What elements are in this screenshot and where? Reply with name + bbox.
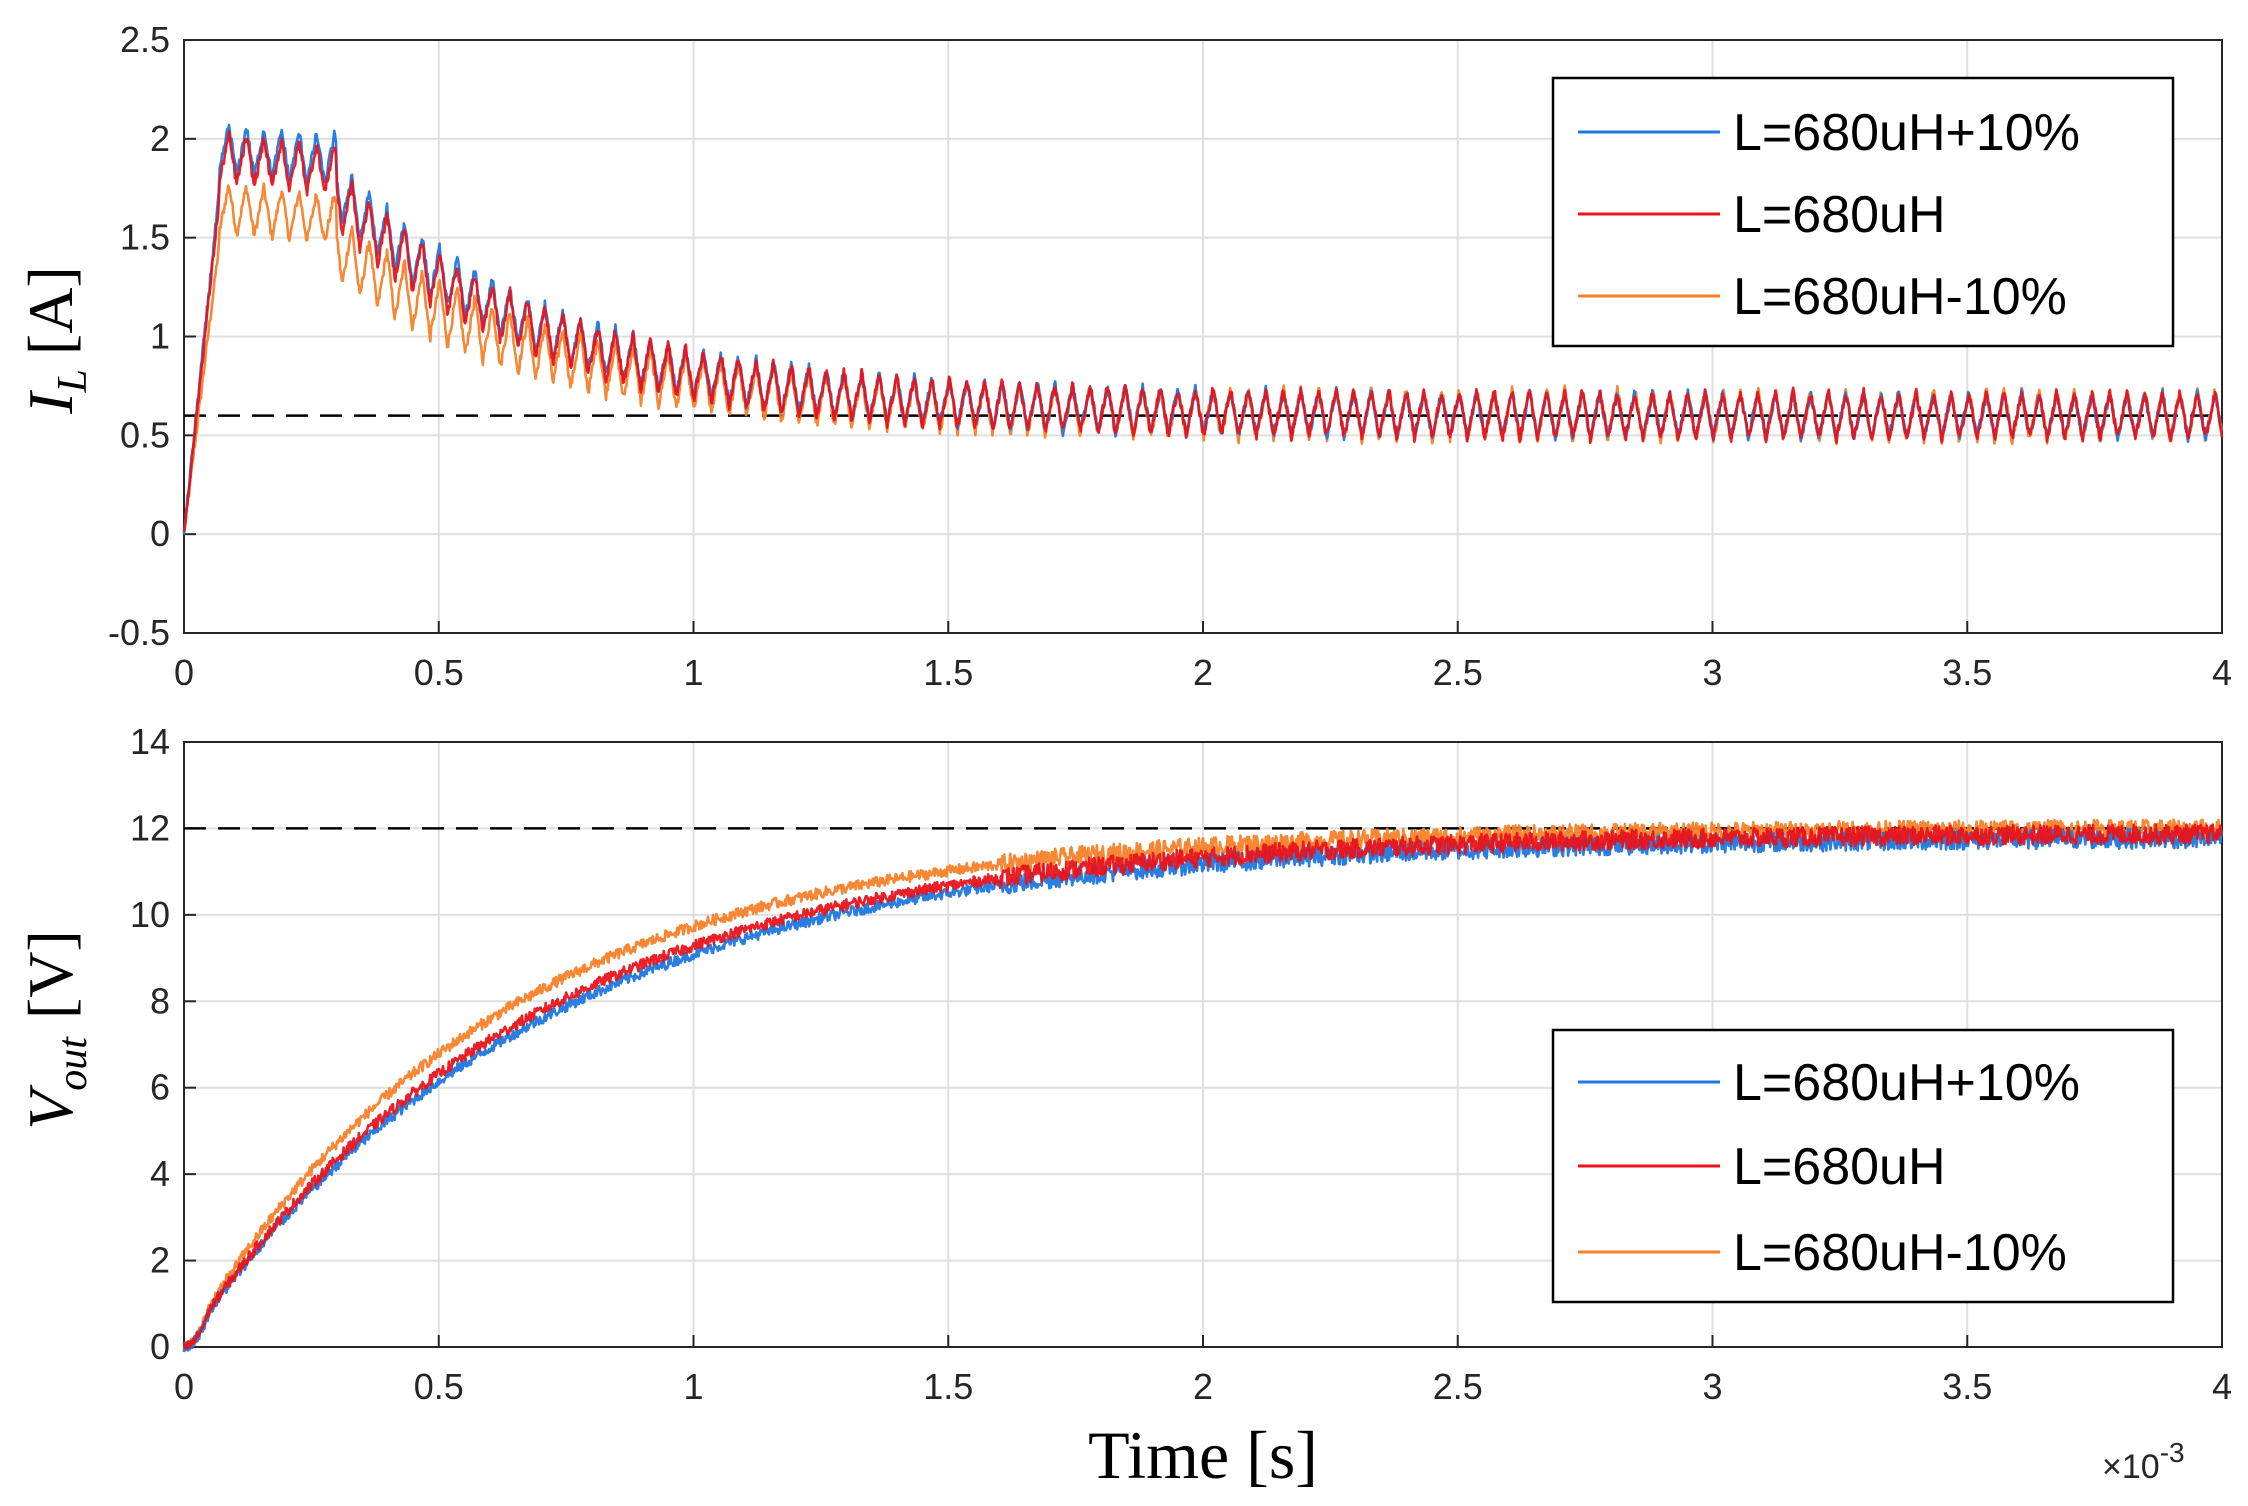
current-xtick-label-7: 3.5 (1942, 652, 1992, 693)
current-xtick-label-5: 2.5 (1433, 652, 1483, 693)
voltage-xtick-label-5: 2.5 (1433, 1366, 1483, 1407)
x-exponent-power: -3 (2160, 1437, 2185, 1468)
voltage-xtick-label-0: 0 (174, 1366, 194, 1407)
voltage-ytick-label-0: 0 (150, 1326, 170, 1367)
voltage-ytick-label-2: 4 (150, 1153, 170, 1194)
current-axes-box (183, 39, 2223, 634)
current-xtick-label-6: 3 (1702, 652, 1722, 693)
voltage-axis-label: Vout [V] (15, 930, 96, 1130)
voltage-legend-label-minus10: L=680uH-10% (1733, 1224, 2067, 1282)
current-series (182, 123, 2224, 535)
current-xtick-label-3: 1.5 (923, 652, 973, 693)
voltage-axes-box (183, 741, 2223, 1348)
current-legend: L=680uH+10% L=680uH L=680uH-10% (1551, 76, 2175, 348)
voltage-ytick-label-6: 12 (130, 807, 170, 848)
current-ytick-label-2: 0.5 (120, 414, 170, 455)
voltage-legend: L=680uH+10% L=680uH L=680uH-10% (1551, 1028, 2175, 1304)
x-axis-label: Time [s] (1088, 1417, 1318, 1493)
current-xtick-label-1: 0.5 (414, 652, 464, 693)
current-legend-label-plus10: L=680uH+10% (1733, 104, 2080, 162)
current-ytick-label-0: -0.5 (108, 612, 170, 653)
current-plot: 0 0.5 1 1.5 2 2.5 3 3.5 4-0.500.511.522.5 IL[A] … (15, 19, 2232, 693)
voltage-ytick-label-3: 6 (150, 1067, 170, 1108)
voltage-xtick-label-2: 1 (683, 1366, 703, 1407)
voltage-ytick-label-4: 8 (150, 980, 170, 1021)
current-xtick-label-4: 2 (1193, 652, 1213, 693)
voltage-series-line-1 (182, 823, 2223, 1350)
x-exponent-base: ×10 (2102, 1448, 2160, 1486)
current-axis-label: IL [A] (15, 266, 96, 415)
voltage-xtick-label-3: 1.5 (923, 1366, 973, 1407)
voltage-xtick-label-8: 4 (2212, 1366, 2232, 1407)
voltage-legend-label-nominal: L=680uH (1733, 1138, 1946, 1196)
current-legend-label-minus10: L=680uH-10% (1733, 268, 2067, 326)
voltage-legend-label-plus10: L=680uH+10% (1733, 1054, 2080, 1112)
current-ylabel-unit: [A] (15, 266, 86, 355)
current-ytick-label-6: 2.5 (120, 19, 170, 60)
voltage-xtick-label-1: 0.5 (414, 1366, 464, 1407)
current-xtick-label-0: 0 (174, 652, 194, 693)
current-ylabel-sub: L (50, 369, 96, 393)
voltage-xtick-label-4: 2 (1193, 1366, 1213, 1407)
current-legend-box (1551, 76, 2175, 348)
voltage-series-line-2 (182, 818, 2223, 1350)
voltage-tick-labels: 0 0.5 1 1.5 2 2.5 3 3.5 4 0 2 4 6 8 10 12 14 (130, 721, 2232, 1407)
voltage-xtick-label-7: 3.5 (1942, 1366, 1992, 1407)
current-xtick-label-2: 1 (683, 652, 703, 693)
current-ytick-label-3: 1 (150, 316, 170, 357)
voltage-ylabel-sub: out (50, 1036, 96, 1091)
voltage-series (182, 818, 2224, 1353)
voltage-ytick-label-5: 10 (130, 894, 170, 935)
current-ytick-label-4: 1.5 (120, 217, 170, 258)
voltage-xtick-label-6: 3 (1702, 1366, 1722, 1407)
voltage-ylabel-main: V (15, 1084, 86, 1130)
voltage-ylabel-unit: [V] (15, 930, 86, 1019)
voltage-ytick-label-7: 14 (130, 721, 170, 762)
current-xtick-label-8: 4 (2212, 652, 2232, 693)
x-axis-exponent: ×10-3 (2102, 1437, 2185, 1486)
current-series-line-1 (182, 130, 2224, 533)
current-ylabel-main: I (15, 390, 86, 415)
current-legend-label-nominal: L=680uH (1733, 186, 1946, 244)
current-ytick-label-1: 0 (150, 513, 170, 554)
voltage-ytick-label-1: 2 (150, 1240, 170, 1281)
current-ytick-label-5: 2 (150, 118, 170, 159)
current-tick-labels: 0 0.5 1 1.5 2 2.5 3 3.5 4-0.500.511.522.5 (108, 19, 2232, 693)
voltage-plot: 0 0.5 1 1.5 2 2.5 3 3.5 4 0 2 4 6 8 10 12 14 Vout [V] L=6… (15, 721, 2232, 1493)
